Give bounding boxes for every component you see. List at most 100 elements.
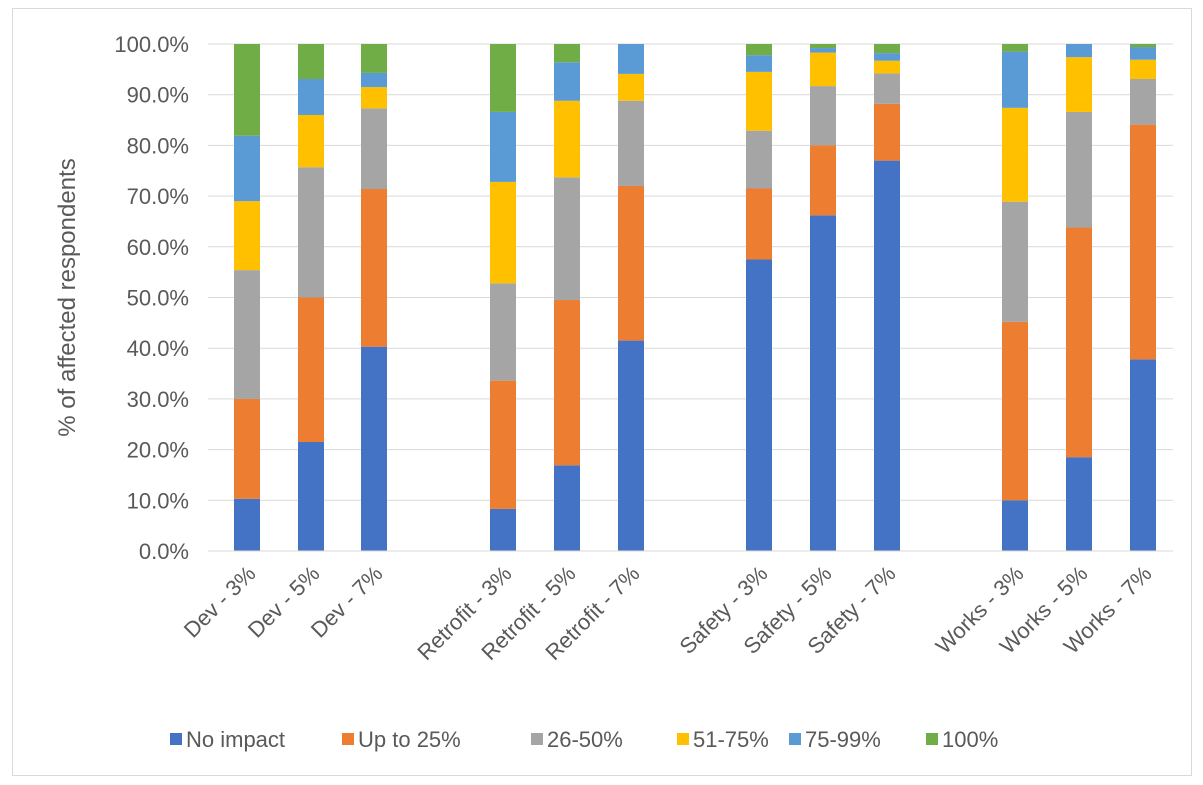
- bar-segment: [810, 48, 836, 53]
- bar-segment: [554, 44, 580, 63]
- bar-segment: [1002, 201, 1028, 322]
- y-tick-label: 100.0%: [114, 32, 189, 57]
- bar-segment: [1130, 59, 1156, 79]
- bar-segment: [1066, 457, 1092, 551]
- legend-swatch: [531, 733, 543, 745]
- bar-segment: [234, 135, 260, 202]
- y-tick-label: 10.0%: [127, 488, 189, 513]
- bar-segment: [1002, 51, 1028, 108]
- legend-swatch: [342, 733, 354, 745]
- bar-segment: [1002, 44, 1028, 52]
- bar-segment: [361, 189, 387, 347]
- bar-segment: [234, 270, 260, 399]
- bar-segment: [554, 100, 580, 178]
- bar-segment: [234, 44, 260, 136]
- bar-segment: [554, 465, 580, 551]
- legend-label: Up to 25%: [358, 727, 461, 752]
- bar-segment: [554, 177, 580, 301]
- bar-segment: [746, 259, 772, 551]
- bar-segment: [234, 498, 260, 551]
- bar-segment: [810, 215, 836, 551]
- bar-segment: [810, 86, 836, 146]
- y-tick-label: 0.0%: [139, 539, 189, 564]
- y-tick-label: 20.0%: [127, 438, 189, 463]
- legend-label: 75-99%: [805, 727, 881, 752]
- legend-swatch: [677, 733, 689, 745]
- bar-segment: [874, 60, 900, 74]
- bar-segment: [298, 44, 324, 79]
- y-tick-label: 70.0%: [127, 184, 189, 209]
- legend-swatch: [789, 733, 801, 745]
- legend-label: 100%: [942, 727, 998, 752]
- bar-segment: [810, 44, 836, 49]
- bar-segment: [490, 111, 516, 182]
- bar-segment: [490, 283, 516, 381]
- bar-segment: [361, 108, 387, 190]
- bar-segment: [490, 181, 516, 284]
- bar-segment: [1002, 107, 1028, 202]
- legend-label: No impact: [186, 727, 285, 752]
- y-tick-label: 90.0%: [127, 83, 189, 108]
- bar-segment: [1130, 124, 1156, 360]
- bar-segment: [1002, 500, 1028, 551]
- bar-segment: [810, 52, 836, 87]
- bar-segment: [361, 346, 387, 551]
- bar-segment: [490, 44, 516, 112]
- bar-segment: [490, 508, 516, 551]
- bar-segment: [618, 44, 644, 74]
- legend-label: 26-50%: [547, 727, 623, 752]
- bar-segment: [1130, 44, 1156, 48]
- legend-swatch: [170, 733, 182, 745]
- bar-segment: [746, 71, 772, 131]
- bar-segment: [298, 167, 324, 298]
- bar-segment: [1066, 44, 1092, 58]
- bar-segment: [810, 145, 836, 216]
- legend: No impact Up to 25% 26-50% 51-75% 75-99% 100%: [170, 727, 998, 752]
- bar-segment: [746, 188, 772, 260]
- bar-segment: [361, 72, 387, 88]
- bar-segment: [298, 441, 324, 551]
- y-tick-label: 30.0%: [127, 387, 189, 412]
- bar-segment: [1066, 227, 1092, 458]
- bar-segment: [874, 73, 900, 104]
- y-axis-title: % of affected respondents: [54, 158, 81, 436]
- gridlines: [208, 43, 1173, 501]
- bar-segment: [618, 185, 644, 341]
- y-tick-label: 80.0%: [127, 133, 189, 158]
- bar-segment: [746, 44, 772, 56]
- x-axis-tick-labels: Dev - 3%Dev - 5%Dev - 7% Retrofit - 3%Ret…: [179, 561, 1157, 665]
- bar-segment: [618, 73, 644, 101]
- bar-segment: [874, 160, 900, 552]
- bar-segment: [1130, 47, 1156, 60]
- bar-segment: [361, 87, 387, 109]
- bar-segment: [234, 398, 260, 499]
- bar-segment: [618, 100, 644, 186]
- bar-segment: [618, 340, 644, 551]
- bar-segment: [490, 380, 516, 509]
- stacked-bar-chart: 0.0% 10.0% 20.0% 30.0% 40.0% 50.0% 60.0% 70.0% 8…: [54, 32, 1173, 752]
- y-tick-label: 50.0%: [127, 286, 189, 311]
- legend-label: 51-75%: [693, 727, 769, 752]
- y-tick-label: 60.0%: [127, 235, 189, 260]
- bar-segment: [746, 130, 772, 189]
- bar-segment: [234, 201, 260, 271]
- bar-segment: [874, 44, 900, 54]
- bar-segment: [874, 53, 900, 61]
- bar-segment: [554, 62, 580, 101]
- bar-segment: [554, 300, 580, 466]
- y-axis-tick-labels: 0.0% 10.0% 20.0% 30.0% 40.0% 50.0% 60.0% 70.0% 8…: [114, 32, 189, 564]
- bar-segment: [1066, 57, 1092, 112]
- bar-segment: [1130, 359, 1156, 551]
- bar-segment: [874, 103, 900, 161]
- bars: [234, 44, 1156, 552]
- legend-swatch: [926, 733, 938, 745]
- bar-segment: [298, 114, 324, 168]
- bar-segment: [298, 297, 324, 442]
- chart-area: 0.0% 10.0% 20.0% 30.0% 40.0% 50.0% 60.0% 70.0% 8…: [12, 8, 1192, 776]
- bar-segment: [361, 44, 387, 73]
- bar-segment: [1066, 111, 1092, 228]
- bar-segment: [298, 78, 324, 115]
- bar-segment: [1002, 321, 1028, 501]
- bar-segment: [1130, 78, 1156, 125]
- y-tick-label: 40.0%: [127, 336, 189, 361]
